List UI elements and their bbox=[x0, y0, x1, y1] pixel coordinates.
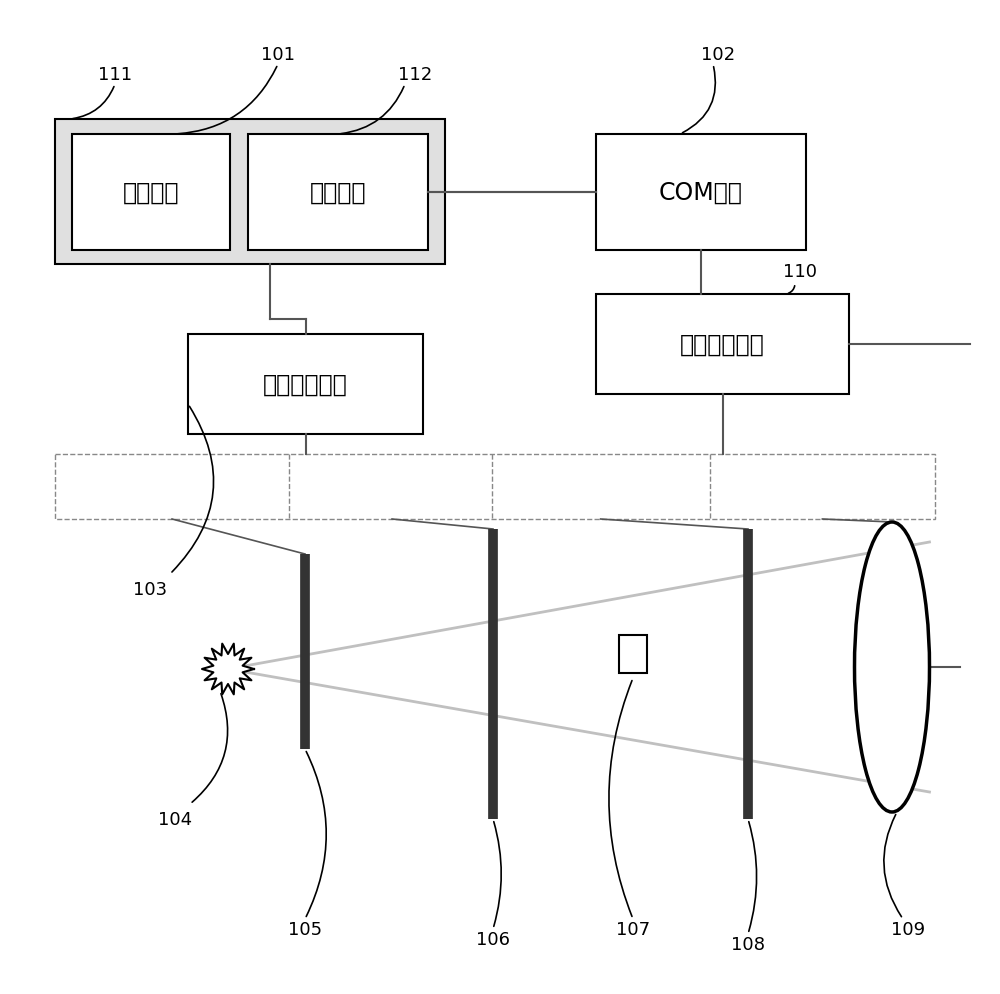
Bar bbox=[55, 454, 935, 520]
Ellipse shape bbox=[854, 523, 930, 812]
Bar bbox=[55, 120, 445, 264]
Bar bbox=[248, 135, 428, 250]
Text: 运动控制模块: 运动控制模块 bbox=[263, 373, 348, 397]
Text: 112: 112 bbox=[398, 66, 432, 83]
Text: 判断模块: 判断模块 bbox=[310, 181, 366, 205]
Text: 111: 111 bbox=[98, 66, 132, 83]
Bar bbox=[72, 135, 230, 250]
Text: 108: 108 bbox=[731, 935, 765, 953]
Text: 102: 102 bbox=[701, 46, 735, 64]
Polygon shape bbox=[202, 644, 254, 695]
Text: 101: 101 bbox=[261, 46, 295, 64]
Bar bbox=[596, 135, 806, 250]
Text: 104: 104 bbox=[158, 810, 192, 828]
Text: 105: 105 bbox=[288, 920, 322, 938]
Text: 110: 110 bbox=[783, 262, 817, 280]
Text: COM模块: COM模块 bbox=[659, 181, 743, 205]
Text: 103: 103 bbox=[133, 580, 167, 598]
Text: 109: 109 bbox=[891, 920, 925, 938]
Text: 107: 107 bbox=[616, 920, 650, 938]
Text: 图像传输模块: 图像传输模块 bbox=[680, 333, 765, 357]
Text: 分析模块: 分析模块 bbox=[123, 181, 179, 205]
Text: 106: 106 bbox=[476, 930, 510, 948]
Bar bbox=[188, 335, 423, 434]
Bar bbox=[619, 635, 647, 673]
Bar bbox=[596, 294, 849, 395]
